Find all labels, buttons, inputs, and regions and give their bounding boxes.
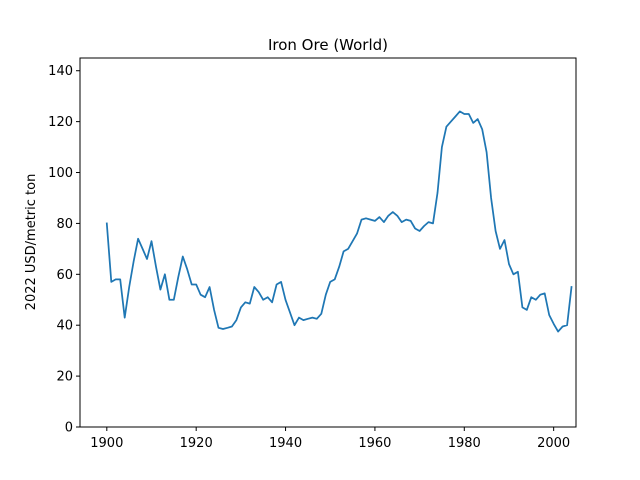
y-tick-label: 80: [56, 217, 73, 232]
x-tick-label: 1920: [180, 436, 213, 451]
x-tick-label: 1940: [269, 436, 302, 451]
y-axis-label: 2022 USD/metric ton: [24, 174, 39, 311]
y-tick-label: 0: [65, 421, 73, 436]
series-line: [105, 110, 573, 333]
x-tick-label: 1980: [448, 436, 481, 451]
x-tick-label: 1960: [358, 436, 391, 451]
y-axis: 0 20 40 60 80 100 120 140: [48, 64, 80, 436]
y-tick-label: 120: [48, 115, 73, 130]
chart-title: Iron Ore (World): [268, 36, 388, 54]
y-tick-label: 100: [48, 166, 73, 181]
x-axis: 1900 1920 1940 1960 1980 2000: [90, 427, 570, 451]
y-tick-label: 140: [48, 64, 73, 79]
series-layer: [105, 110, 573, 333]
x-tick-label: 2000: [537, 436, 570, 451]
plot-frame: [79, 57, 577, 428]
y-tick-label: 20: [56, 370, 73, 385]
x-tick-label: 1900: [90, 436, 123, 451]
y-tick-label: 60: [56, 268, 73, 283]
y-tick-label: 40: [56, 319, 73, 334]
